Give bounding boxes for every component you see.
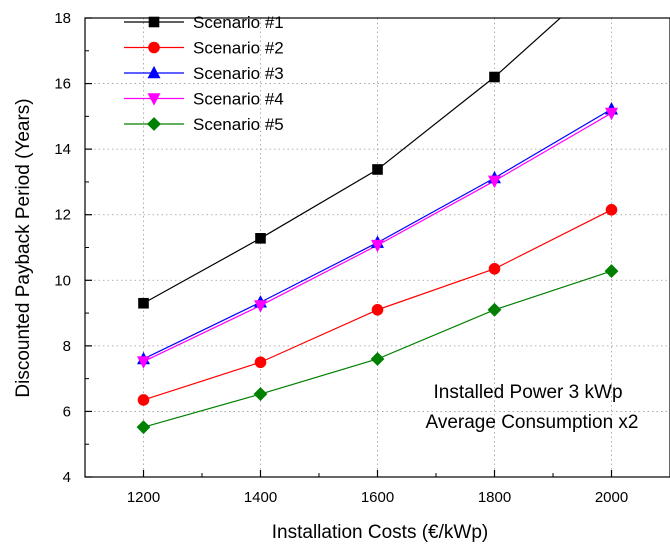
series-line-5 <box>143 270 612 428</box>
legend-marker <box>147 65 161 79</box>
y-tick-label: 12 <box>54 207 71 224</box>
legend-label: Scenario #1 <box>193 13 284 32</box>
y-tick-label: 18 <box>54 10 71 27</box>
legend-label: Scenario #5 <box>193 115 284 134</box>
legend-marker <box>147 117 161 131</box>
x-tick-label: 1800 <box>478 489 511 506</box>
legend-marker <box>148 41 160 54</box>
annotation-line-1: Installed Power 3 kWp <box>433 382 622 403</box>
axis-ticks <box>84 17 670 478</box>
data-point-s4 <box>137 356 150 369</box>
data-point-s1 <box>138 297 149 309</box>
data-point-s2 <box>254 356 267 369</box>
legend-marker <box>148 16 160 28</box>
x-tick-label: 1200 <box>127 489 160 506</box>
data-point-s5 <box>487 302 502 317</box>
annotation-line-2: Average Consumption x2 <box>426 412 639 433</box>
data-point-s4 <box>488 175 501 189</box>
data-point-s1 <box>255 233 266 244</box>
tick-labels: 1200 1400 1600 1800 2000 4 6 8 10 12 14 16 18 <box>54 10 628 506</box>
x-tick-label: 2000 <box>595 489 628 506</box>
data-point-s2 <box>371 303 384 316</box>
y-axis-label: Discounted Payback Period (Years) <box>13 98 34 397</box>
data-point-s2 <box>137 394 150 406</box>
y-tick-label: 10 <box>54 272 71 289</box>
y-tick-label: 6 <box>63 403 71 420</box>
legend: Scenario #1 Scenario #2 Scenario #3 Scenari… <box>124 13 284 134</box>
legend-label: Scenario #3 <box>193 64 284 83</box>
data-point-s5 <box>136 420 151 435</box>
data-point-s1 <box>489 71 500 83</box>
legend-marker <box>147 93 161 106</box>
y-tick-label: 14 <box>54 141 71 158</box>
data-point-s1 <box>372 164 383 175</box>
series-markers <box>136 71 619 435</box>
y-tick-label: 8 <box>63 338 71 355</box>
data-point-s4 <box>254 300 267 313</box>
data-point-s4 <box>371 239 384 253</box>
x-tick-label: 1600 <box>361 489 394 506</box>
y-tick-label: 16 <box>54 76 71 93</box>
data-point-s2 <box>605 203 618 216</box>
legend-label: Scenario #4 <box>193 90 284 109</box>
data-point-s5 <box>253 387 268 401</box>
data-point-s5 <box>370 352 385 366</box>
y-tick-label: 4 <box>63 469 71 486</box>
data-point-s5 <box>604 264 619 279</box>
legend-label: Scenario #2 <box>193 39 284 58</box>
data-point-s2 <box>488 263 501 275</box>
x-tick-label: 1400 <box>244 489 277 506</box>
data-point-s4 <box>605 107 618 121</box>
x-axis-label: Installation Costs (€/kWp) <box>272 522 488 543</box>
